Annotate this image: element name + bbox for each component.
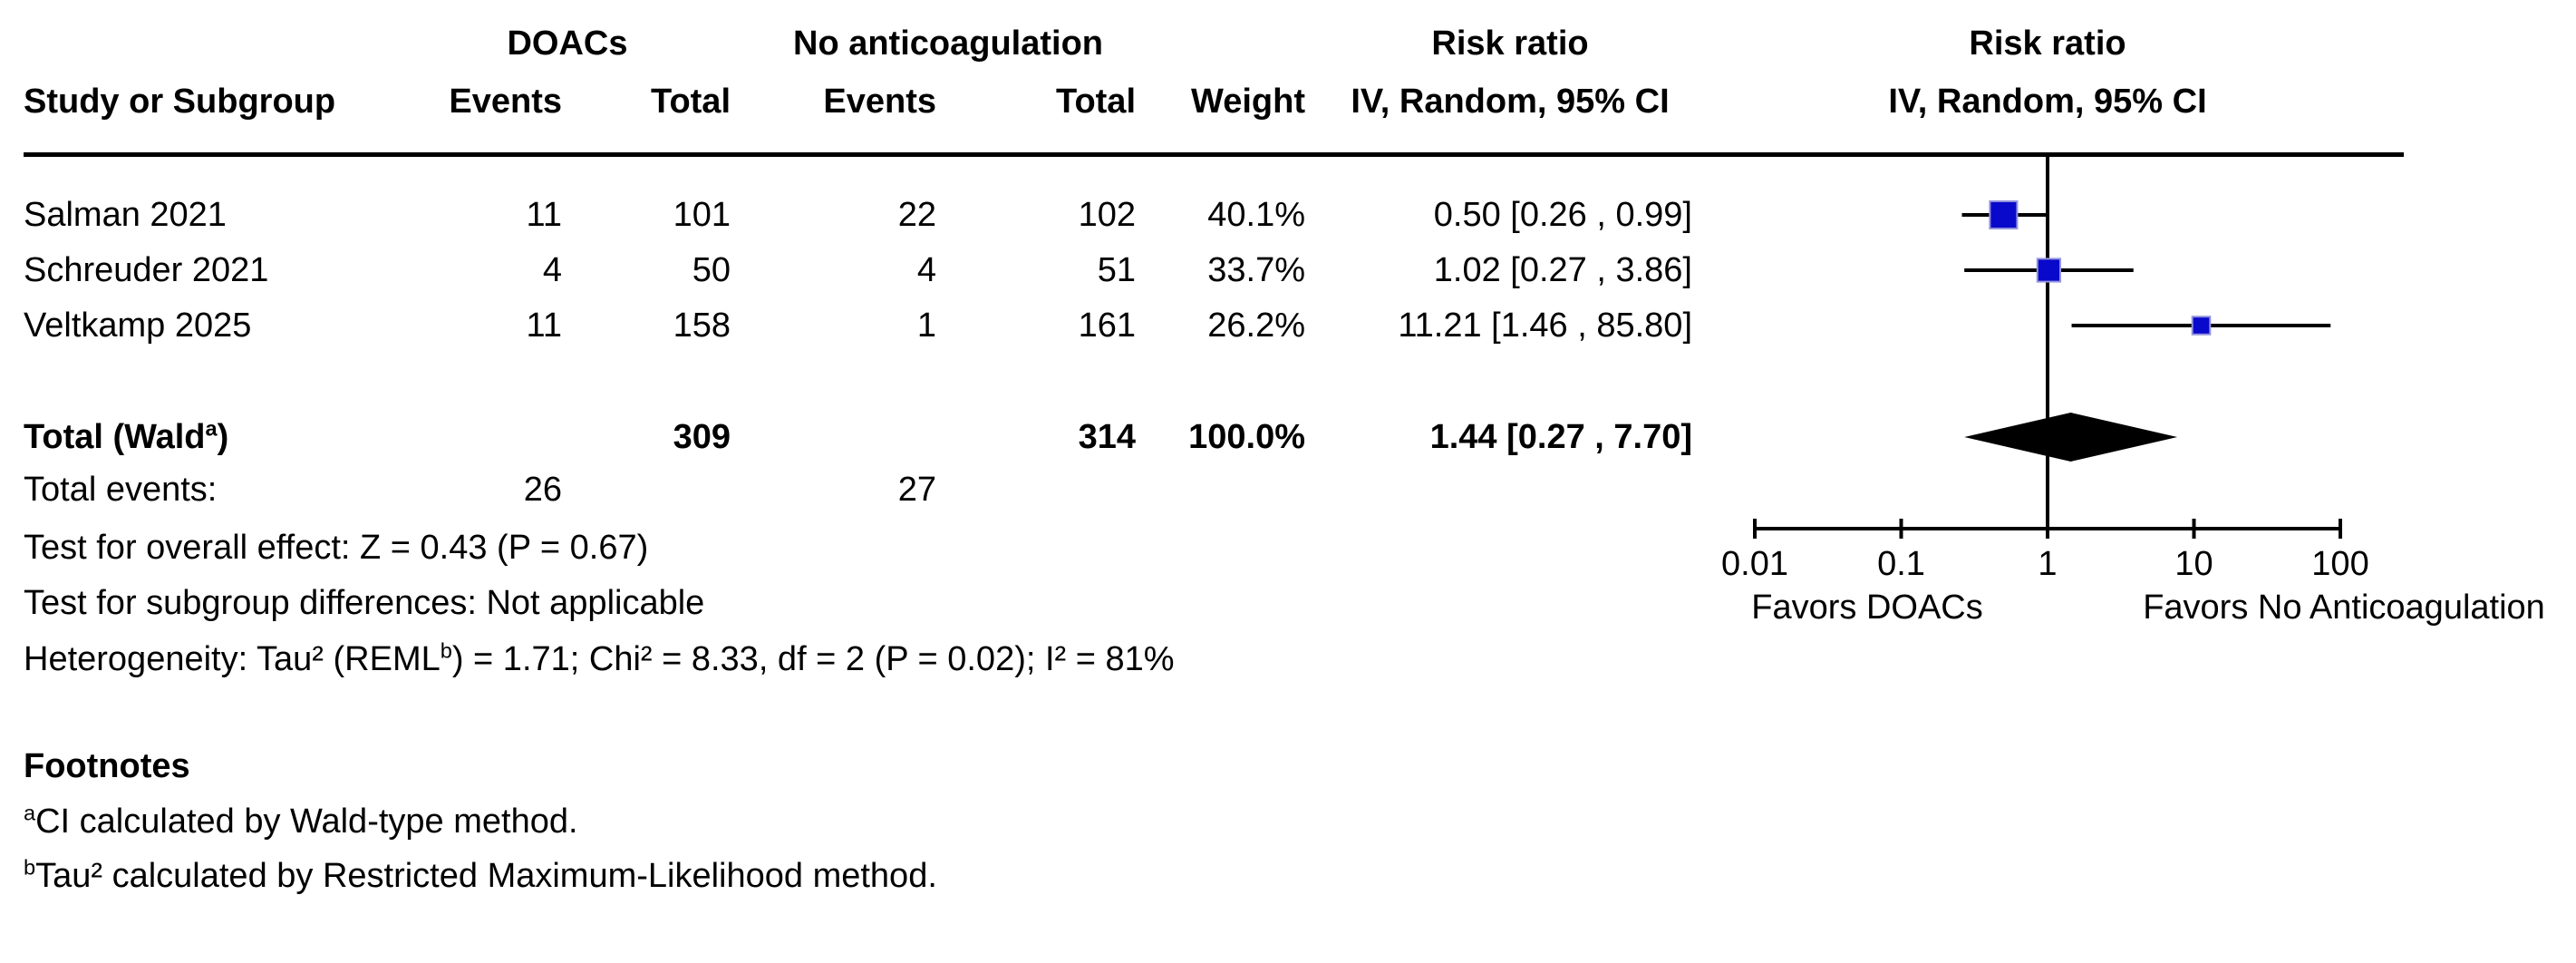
subgroup-difference-test: Test for subgroup differences: Not appli…	[24, 584, 705, 622]
footnote-marker-a: a	[24, 801, 36, 825]
axis-tick-label: 1	[2038, 545, 2058, 583]
total-row-label: Total (Walda)	[24, 416, 229, 456]
heterogeneity-stats: Heterogeneity: Tau² (REMLb) = 1.71; Chi²…	[24, 638, 1175, 678]
study-events-1: 11	[526, 306, 562, 345]
study-total-2: 102	[1078, 196, 1136, 234]
total-events-events-1: 26	[523, 471, 562, 509]
group-header-risk-ratio-text: Risk ratio	[1431, 24, 1589, 63]
total-row-weight: 100.0%	[1188, 418, 1305, 456]
group-header-doacs: DOACs	[507, 24, 628, 63]
footnote-marker-b: b	[440, 638, 452, 663]
study-weight: 33.7%	[1207, 251, 1305, 289]
study-weight: 26.2%	[1207, 306, 1305, 345]
study-rr-ci: 11.21 [1.46 , 85.80]	[1398, 306, 1692, 345]
study-events-2: 1	[916, 306, 936, 345]
axis-tick-label: 0.01	[1721, 545, 1788, 583]
study-events-1: 11	[526, 196, 562, 234]
effect-square	[2191, 316, 2212, 336]
total-row-rr-ci: 1.44 [0.27 , 7.70]	[1429, 418, 1692, 456]
axis-tick-label: 100	[2311, 545, 2369, 583]
study-weight: 40.1%	[1207, 196, 1305, 234]
study-total-1: 101	[673, 196, 731, 234]
group-header-risk-ratio-plot: Risk ratio	[1969, 24, 2126, 63]
favors-right-label: Favors No Anticoagulation	[2143, 588, 2545, 627]
study-name: Veltkamp 2025	[24, 306, 252, 345]
footnote-marker-b: b	[24, 855, 36, 880]
axis-tick-label: 0.1	[1877, 545, 1925, 583]
study-events-2: 4	[916, 251, 936, 289]
study-events-1: 4	[542, 251, 562, 289]
col-header-total-2: Total	[1056, 83, 1136, 121]
study-total-2: 51	[1097, 251, 1136, 289]
study-total-1: 158	[673, 306, 731, 345]
footnote-marker-a: a	[205, 416, 218, 441]
study-rr-ci: 0.50 [0.26 , 0.99]	[1433, 196, 1692, 234]
col-header-events-1: Events	[449, 83, 562, 121]
overall-effect-test: Test for overall effect: Z = 0.43 (P = 0…	[24, 529, 649, 567]
summary-diamond	[1964, 413, 2178, 462]
study-rr-ci: 1.02 [0.27 , 3.86]	[1433, 251, 1692, 289]
study-name: Schreuder 2021	[24, 251, 269, 289]
study-total-2: 161	[1078, 306, 1136, 345]
total-events-label: Total events:	[24, 471, 218, 509]
group-header-no-anticoag: No anticoagulation	[793, 24, 1103, 63]
col-header-events-2: Events	[823, 83, 936, 121]
col-header-total-1: Total	[651, 83, 731, 121]
axis-tick-label: 10	[2174, 545, 2213, 583]
footnote-b: bTau² calculated by Restricted Maximum-L…	[24, 855, 937, 895]
footnotes-heading: Footnotes	[24, 747, 190, 785]
header-divider-rule	[24, 152, 2404, 157]
study-total-1: 50	[692, 251, 731, 289]
total-row-total-1: 309	[673, 418, 731, 456]
study-events-2: 22	[897, 196, 936, 234]
effect-square	[2036, 258, 2062, 283]
footnote-a: aCI calculated by Wald-type method.	[24, 801, 578, 841]
total-events-events-2: 27	[897, 471, 936, 509]
favors-left-label: Favors DOACs	[1751, 588, 1983, 627]
effect-square	[1989, 199, 2019, 230]
col-header-ci-text: IV, Random, 95% CI	[1351, 83, 1670, 121]
total-row-total-2: 314	[1078, 418, 1136, 456]
col-header-ci-plot: IV, Random, 95% CI	[1888, 83, 2207, 121]
col-header-weight: Weight	[1191, 83, 1305, 121]
col-header-study: Study or Subgroup	[24, 83, 336, 121]
study-name: Salman 2021	[24, 196, 227, 234]
